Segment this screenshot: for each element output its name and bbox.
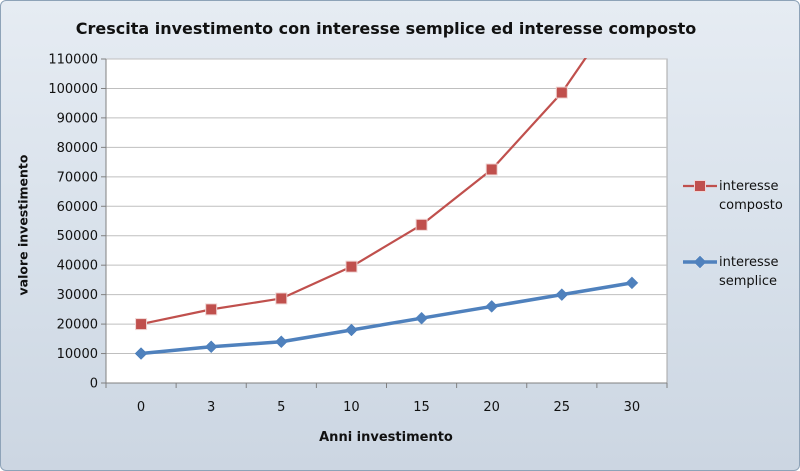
legend-label: interesse semplice: [719, 253, 799, 291]
data-point: [345, 260, 358, 273]
data-point: [135, 318, 148, 331]
data-point: [555, 86, 568, 99]
x-tick-label: 15: [413, 400, 430, 415]
x-tick-label: 25: [554, 400, 571, 415]
data-point: [415, 218, 428, 231]
y-tick-label: 90000: [57, 111, 98, 126]
legend-marker: [693, 255, 707, 269]
y-tick-label: 60000: [57, 200, 98, 215]
legend-swatch: [683, 255, 717, 269]
y-tick-label: 50000: [57, 229, 98, 244]
y-tick-label: 80000: [57, 141, 98, 156]
series-line: [140, 281, 633, 356]
x-tick-label: 30: [624, 400, 641, 415]
legend-label-line: interesse: [719, 179, 779, 194]
chart-title: Crescita investimento con interesse semp…: [75, 19, 697, 38]
series-line: [140, 58, 587, 326]
data-point: [485, 300, 499, 313]
y-tick-label: 40000: [57, 259, 98, 274]
x-tick-label: 0: [137, 400, 145, 415]
legend-label-line: composto: [719, 198, 783, 213]
data-point: [204, 340, 218, 354]
legend-swatch: [683, 180, 717, 192]
y-tick-label: 0: [90, 377, 98, 392]
legend-label: interesse composto: [719, 177, 799, 215]
data-point: [485, 163, 498, 176]
x-tick-label: 3: [207, 400, 215, 415]
legend-label-line: semplice: [719, 274, 778, 289]
y-tick-label: 10000: [57, 347, 98, 362]
y-tick-label: 30000: [57, 288, 98, 303]
plot-background: [105, 58, 668, 384]
data-point: [275, 292, 288, 305]
x-tick-label: 20: [483, 400, 500, 415]
y-tick-label: 110000: [48, 53, 98, 68]
y-tick-label: 70000: [57, 170, 98, 185]
data-point: [205, 303, 218, 316]
legend-marker: [694, 180, 706, 192]
x-tick-label: 10: [343, 400, 360, 415]
x-axis-label: Anni investimento: [319, 430, 453, 445]
data-point: [625, 276, 639, 290]
data-point: [134, 347, 148, 360]
y-tick-label: 100000: [48, 82, 98, 97]
legend-label-line: interesse: [719, 255, 779, 270]
data-point: [555, 288, 569, 301]
data-point: [274, 335, 288, 349]
series-interesse-composto: [135, 58, 587, 331]
data-point: [345, 323, 358, 337]
series-interesse-semplice: [134, 276, 639, 360]
x-tick-label: 5: [277, 400, 285, 415]
data-point: [415, 311, 428, 325]
y-tick-label: 20000: [57, 318, 98, 333]
